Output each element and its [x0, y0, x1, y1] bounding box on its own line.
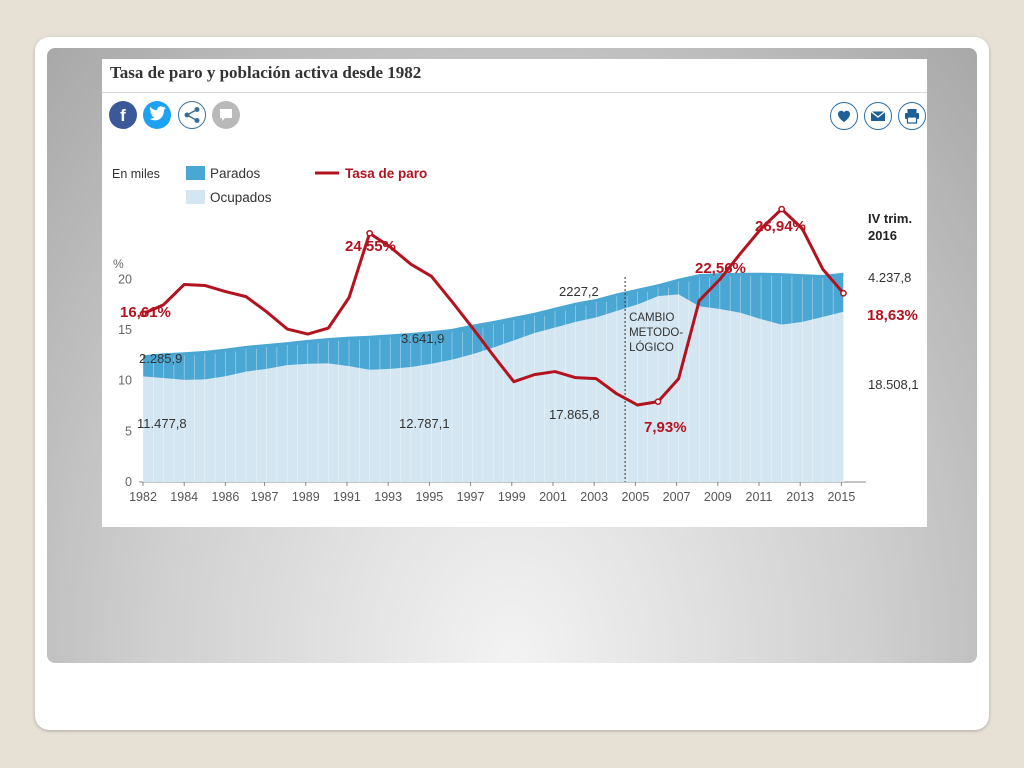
twitter-icon[interactable] [143, 101, 171, 129]
x-tick-label: 1989 [292, 490, 320, 504]
x-tick-label: 2007 [663, 490, 691, 504]
tasa-point [366, 229, 373, 237]
legend-swatch-parados [186, 166, 205, 180]
end-label: IV trim. 2016 [868, 211, 916, 243]
annotation-parados-1994: 3.641,9 [401, 331, 444, 346]
end-label-line2: 2016 [868, 228, 897, 243]
x-tick-label: 1993 [374, 490, 402, 504]
tasa-line [142, 207, 845, 407]
annotation-tasa-2011: 22,56% [695, 260, 746, 277]
method-change-label-line: LÓGICO [629, 341, 674, 354]
share-icon[interactable] [178, 101, 206, 129]
annotation-parados-1982: 2.285,9 [139, 351, 182, 366]
x-tick-label: 2011 [746, 490, 773, 504]
annotation-ocupados-2004: 17.865,8 [549, 407, 600, 422]
annotation-ocupados-1982: 11.477,8 [137, 416, 187, 431]
y-tick-label: 10 [118, 374, 132, 388]
y-axis: 0 5 10 15 20 [118, 272, 132, 489]
annotation-tasa-2016: 18,63% [867, 307, 918, 324]
year-gridlines [142, 275, 844, 482]
legend-label-tasa: Tasa de paro [345, 166, 427, 181]
annotation-ocupados-2016: 18.508,1 [868, 377, 919, 392]
legend-label-parados: Parados [210, 166, 261, 181]
tasa-point [654, 398, 662, 406]
heart-icon[interactable] [830, 102, 858, 130]
annotation-ocupados-1994: 12.787,1 [399, 416, 450, 431]
method-change-label-line: METODO- [629, 327, 683, 339]
annotations: 16,61% 24,55% 7,93% 22,56% 26,94% 18,63% 2.285… [120, 218, 919, 436]
x-tick-label: 1986 [212, 490, 240, 504]
x-tick-label: 2015 [827, 490, 855, 504]
tasa-points [139, 205, 847, 406]
chart-card: Tasa de paro y población activa desde 19… [102, 59, 927, 527]
tasa-point [840, 289, 847, 297]
annotation-tasa-1993: 24,55% [345, 238, 396, 255]
x-tick-label: 1991 [333, 490, 361, 504]
y-tick-label: 20 [118, 272, 132, 286]
x-tick-label: 2009 [704, 490, 732, 504]
tasa-point [778, 205, 786, 213]
x-tick-label: 1997 [457, 490, 485, 504]
annotation-tasa-1982: 16,61% [120, 304, 171, 321]
annotation-parados-2016: 4.237,8 [868, 270, 911, 285]
annotation-tasa-2013: 26,94% [755, 218, 806, 235]
x-tick-label: 1999 [498, 490, 526, 504]
x-tick-label: 1995 [415, 490, 443, 504]
annotation-parados-2004: 2227,2 [559, 284, 599, 299]
x-tick-label: 2003 [580, 490, 608, 504]
mail-icon[interactable] [864, 102, 892, 130]
y-axis-unit: % [113, 257, 124, 271]
legend-swatch-ocupados [186, 190, 205, 204]
title-divider [102, 92, 927, 93]
x-tick-label: 1984 [170, 490, 198, 504]
y-tick-label: 5 [125, 424, 132, 438]
y-tick-label: 15 [118, 323, 132, 337]
x-tick-label: 2001 [539, 490, 567, 504]
method-change-label-line: CAMBIO [629, 312, 674, 324]
print-icon[interactable] [898, 102, 926, 130]
comment-icon[interactable] [212, 101, 240, 129]
x-axis: 1982 1984 1986 1987 1989 1991 1993 1995 1997 1999… [129, 481, 866, 504]
y-tick-label: 0 [125, 475, 132, 489]
x-tick-label: 1987 [251, 490, 279, 504]
x-tick-label: 2005 [621, 490, 649, 504]
unemployment-chart: En miles Parados Ocupados Tasa de paro I… [112, 166, 919, 504]
units-label: En miles [112, 167, 160, 181]
chart-title: Tasa de paro y población activa desde 19… [110, 63, 422, 82]
legend-label-ocupados: Ocupados [210, 190, 272, 205]
tasa-point [139, 310, 147, 318]
facebook-icon[interactable]: f [109, 101, 137, 129]
annotation-tasa-2007: 7,93% [644, 419, 687, 436]
svg-text:f: f [120, 106, 126, 125]
x-tick-label: 2013 [786, 490, 814, 504]
end-label-line1: IV trim. [868, 211, 912, 226]
x-tick-label: 1982 [129, 490, 157, 504]
method-change-label: CAMBIO METODO- LÓGICO [629, 312, 683, 354]
